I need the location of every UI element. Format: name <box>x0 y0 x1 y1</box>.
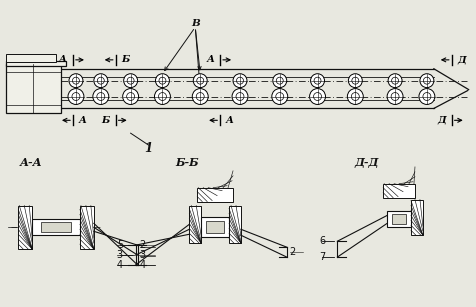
Circle shape <box>387 74 401 87</box>
Circle shape <box>313 92 321 100</box>
Circle shape <box>419 74 433 87</box>
Circle shape <box>423 77 429 84</box>
Bar <box>6 64 61 113</box>
Text: 2: 2 <box>139 240 146 250</box>
Text: Б: Б <box>121 55 129 64</box>
Text: 4: 4 <box>117 260 123 270</box>
Circle shape <box>236 92 243 100</box>
Circle shape <box>69 74 83 87</box>
Circle shape <box>313 77 320 84</box>
Bar <box>201 217 228 237</box>
Circle shape <box>390 92 398 100</box>
Text: Д: Д <box>436 116 445 125</box>
Bar <box>80 205 94 249</box>
Text: 2: 2 <box>289 247 295 257</box>
Circle shape <box>236 77 243 84</box>
Circle shape <box>158 92 166 100</box>
Bar <box>6 54 56 62</box>
Circle shape <box>310 74 324 87</box>
Text: Д-Д: Д-Д <box>354 157 378 168</box>
Circle shape <box>196 77 203 84</box>
Circle shape <box>193 74 207 87</box>
Circle shape <box>72 77 79 84</box>
Circle shape <box>387 89 402 104</box>
Text: Б: Б <box>101 116 110 125</box>
Circle shape <box>93 89 109 104</box>
Circle shape <box>68 89 84 104</box>
Text: 7: 7 <box>319 252 325 262</box>
Bar <box>382 184 414 198</box>
Text: А: А <box>206 55 214 64</box>
Circle shape <box>159 77 166 84</box>
Bar <box>189 205 201 243</box>
Circle shape <box>418 89 434 104</box>
Circle shape <box>231 89 248 104</box>
Circle shape <box>123 74 137 87</box>
Bar <box>410 200 422 235</box>
Circle shape <box>351 92 358 100</box>
Circle shape <box>233 74 247 87</box>
Circle shape <box>154 89 170 104</box>
Text: 5: 5 <box>117 240 123 250</box>
Text: А: А <box>79 116 87 125</box>
Text: 6: 6 <box>319 236 325 246</box>
Circle shape <box>275 92 283 100</box>
Circle shape <box>422 92 430 100</box>
Text: Б-Б: Б-Б <box>175 157 198 168</box>
Bar <box>228 205 240 243</box>
Circle shape <box>347 74 361 87</box>
Circle shape <box>97 92 105 100</box>
Circle shape <box>97 77 104 84</box>
Text: 4: 4 <box>139 260 145 270</box>
Text: А: А <box>226 116 234 125</box>
Bar <box>197 188 233 202</box>
Circle shape <box>155 74 169 87</box>
Circle shape <box>347 89 363 104</box>
Text: Д: Д <box>456 55 465 64</box>
Text: А: А <box>59 55 67 64</box>
Circle shape <box>196 92 204 100</box>
Bar <box>387 212 410 227</box>
Circle shape <box>272 74 286 87</box>
Circle shape <box>391 77 398 84</box>
Circle shape <box>127 92 134 100</box>
Text: 3: 3 <box>117 250 123 260</box>
Circle shape <box>351 77 358 84</box>
Text: 1: 1 <box>144 142 152 154</box>
Circle shape <box>122 89 139 104</box>
Circle shape <box>72 92 80 100</box>
Bar <box>41 222 71 232</box>
Circle shape <box>127 77 134 84</box>
Circle shape <box>309 89 325 104</box>
Bar <box>32 220 80 235</box>
Bar <box>391 215 405 224</box>
Circle shape <box>94 74 108 87</box>
Bar <box>206 221 224 233</box>
Bar <box>6 61 66 66</box>
Circle shape <box>271 89 287 104</box>
Bar <box>18 205 32 249</box>
Text: 3: 3 <box>139 250 145 260</box>
Text: В: В <box>190 19 199 28</box>
Circle shape <box>276 77 283 84</box>
Text: А-А: А-А <box>19 157 42 168</box>
Circle shape <box>192 89 208 104</box>
